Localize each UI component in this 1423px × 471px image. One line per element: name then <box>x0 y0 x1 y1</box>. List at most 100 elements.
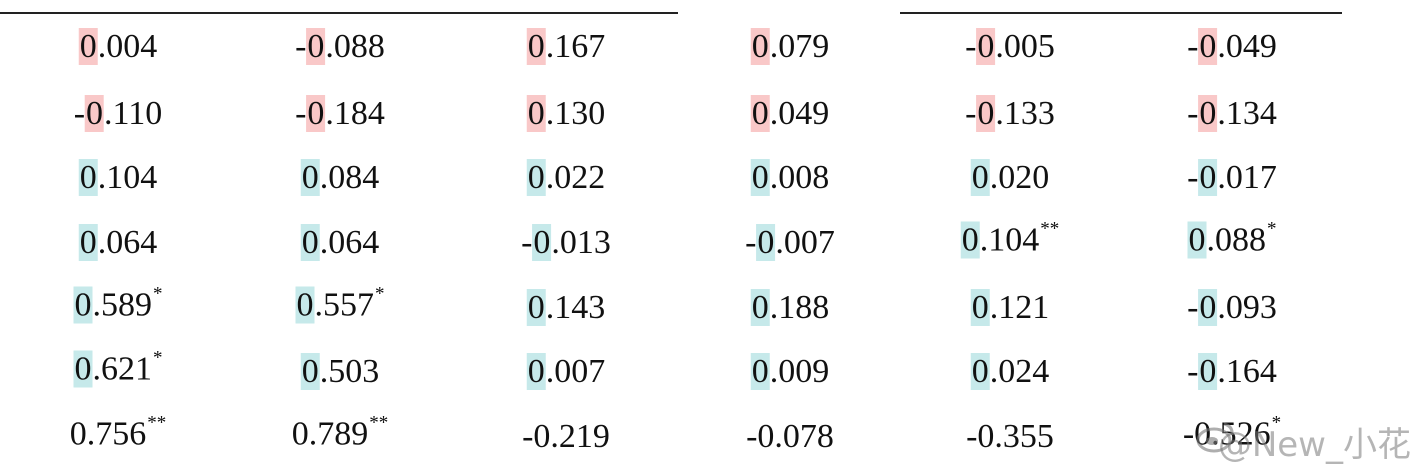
cell-value: 0.009 <box>750 353 830 390</box>
cell: 0.756** <box>69 412 167 460</box>
cell-value: 0.084 <box>300 159 380 196</box>
cell: -0.355 <box>966 417 1054 457</box>
highlight: 0 <box>85 95 105 132</box>
cell: -0.049 <box>1187 27 1277 67</box>
highlight: 0 <box>78 159 98 196</box>
highlight: 0 <box>526 28 546 65</box>
cell: 0.022 <box>526 158 606 198</box>
cell-value: 0.188 <box>750 289 830 326</box>
cell: 0.789** <box>291 412 389 460</box>
highlight: 0 <box>970 159 990 196</box>
cell-value: -0.005 <box>965 28 1055 65</box>
cell-value: 0.167 <box>526 28 606 65</box>
cell-value: -0.184 <box>295 95 385 132</box>
cell: -0.078 <box>746 417 834 457</box>
cell-value: 0.088 <box>1187 221 1266 259</box>
cell-value: 0.589 <box>73 286 152 324</box>
watermark-logo <box>1196 422 1234 453</box>
cell: 0.167 <box>526 27 606 67</box>
cell: 0.088* <box>1187 219 1277 266</box>
highlight: 0 <box>750 353 770 390</box>
cell: -0.007 <box>745 223 835 263</box>
cell-value: -0.049 <box>1187 28 1277 65</box>
cell-value: 0.789 <box>291 415 369 453</box>
cell: 0.020 <box>970 158 1050 198</box>
cell: -0.134 <box>1187 94 1277 134</box>
rule <box>0 12 678 14</box>
cell: -0.088 <box>295 27 385 67</box>
cell-value: 0.130 <box>526 95 606 132</box>
cell-value: 0.621 <box>73 350 152 388</box>
highlight: 0 <box>526 289 546 326</box>
cell: 0.008 <box>750 158 830 198</box>
cell: 0.557* <box>295 284 385 331</box>
significance: * <box>153 283 163 305</box>
significance: * <box>1271 412 1282 434</box>
cell: -0.005 <box>965 27 1055 67</box>
cell: 0.009 <box>750 352 830 392</box>
cell: 0.024 <box>970 352 1050 392</box>
highlight: 0 <box>1198 95 1218 132</box>
cell-value: 0.557 <box>295 286 374 324</box>
cell-value: 0.064 <box>300 224 380 261</box>
highlight: 0 <box>73 286 93 324</box>
cell-value: 0.049 <box>750 95 830 132</box>
significance: ** <box>1040 218 1060 240</box>
cell-value: 0.104 <box>78 159 158 196</box>
cell: 0.064 <box>300 223 380 263</box>
cell: 0.104 <box>78 158 158 198</box>
cell-value: 0.020 <box>970 159 1050 196</box>
cell-value: -0.110 <box>73 95 163 132</box>
significance: * <box>153 347 163 369</box>
highlight: 0 <box>300 159 320 196</box>
highlight: 0 <box>1198 28 1218 65</box>
highlight: 0 <box>526 95 546 132</box>
highlight: 0 <box>526 353 546 390</box>
cell-value: -0.017 <box>1187 159 1277 196</box>
highlight: 0 <box>78 224 98 261</box>
significance: ** <box>369 412 389 434</box>
cell-value: 0.004 <box>78 28 158 65</box>
highlight: 0 <box>300 224 320 261</box>
cell: -0.219 <box>522 417 610 457</box>
highlight: 0 <box>1198 353 1218 390</box>
cell: 0.007 <box>526 352 606 392</box>
highlight: 0 <box>73 350 93 388</box>
highlight: 0 <box>78 28 98 65</box>
highlight: 0 <box>532 224 552 261</box>
highlight: 0 <box>976 95 996 132</box>
cell: 0.104** <box>960 218 1060 266</box>
cell-value: 0.024 <box>970 353 1050 390</box>
cell: 0.621* <box>73 347 163 395</box>
highlight: 0 <box>295 286 315 324</box>
cell-value: 0.064 <box>78 224 158 261</box>
highlight: 0 <box>306 28 326 65</box>
cell: 0.004 <box>78 27 158 67</box>
cell-value: 0.143 <box>526 289 606 326</box>
cell-value: 0.022 <box>526 159 606 196</box>
highlight: 0 <box>960 221 980 259</box>
highlight: 0 <box>750 28 770 65</box>
highlight: 0 <box>526 159 546 196</box>
cell: -0.017 <box>1187 158 1277 198</box>
cell: -0.164 <box>1187 352 1277 392</box>
cell: 0.130 <box>526 94 606 134</box>
highlight: 0 <box>750 159 770 196</box>
cell-value: 0.079 <box>750 28 830 65</box>
cell: 0.589* <box>73 283 163 331</box>
highlight: 0 <box>756 224 776 261</box>
cell-value: -0.219 <box>522 418 610 455</box>
watermark: @New_小花 <box>1217 425 1411 465</box>
highlight: 0 <box>1198 289 1218 326</box>
cell-value: 0.756 <box>69 415 147 453</box>
cell: 0.084 <box>300 158 380 198</box>
cell-value: -0.133 <box>965 95 1055 132</box>
highlight: 0 <box>970 289 990 326</box>
cell-value: 0.007 <box>526 353 606 390</box>
cell-value: -0.013 <box>521 224 611 261</box>
cell-value: 0.503 <box>300 353 380 390</box>
significance: ** <box>147 412 167 434</box>
cell-value: 0.008 <box>750 159 830 196</box>
cell: -0.093 <box>1187 288 1277 328</box>
